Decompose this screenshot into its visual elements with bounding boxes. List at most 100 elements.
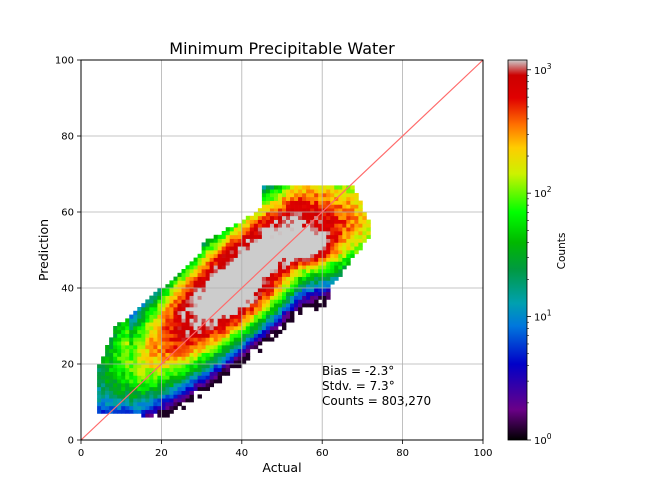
density-cell	[193, 333, 198, 338]
density-cell	[241, 276, 247, 281]
density-cell	[334, 272, 339, 277]
density-cell	[273, 310, 279, 315]
density-cell	[237, 250, 243, 255]
density-cell	[249, 257, 255, 262]
density-cell	[169, 386, 174, 391]
counts-annotation: Counts = 803,270	[322, 394, 431, 408]
density-cell	[225, 257, 231, 262]
density-cell	[294, 215, 299, 220]
density-cell	[181, 269, 186, 274]
density-cell	[217, 314, 223, 319]
density-cell	[205, 288, 210, 293]
density-cell	[366, 227, 371, 232]
density-cell	[273, 193, 279, 198]
density-cell	[314, 200, 319, 205]
density-cell	[358, 238, 363, 243]
density-cell	[185, 310, 190, 315]
density-cell	[173, 345, 178, 350]
density-cell	[245, 299, 251, 304]
density-cell	[265, 234, 271, 239]
density-cell	[149, 322, 154, 327]
density-cell	[310, 189, 315, 194]
density-cell	[326, 189, 331, 194]
density-cell	[121, 326, 126, 331]
density-cell	[169, 398, 174, 403]
density-cell	[298, 299, 303, 304]
density-cell	[133, 356, 138, 361]
density-cell	[306, 238, 311, 243]
density-cell	[233, 265, 239, 270]
density-cell	[193, 371, 198, 376]
density-cell	[342, 223, 347, 228]
density-cell	[261, 215, 267, 220]
density-cell	[306, 208, 311, 213]
density-cell	[358, 246, 363, 251]
density-cell	[145, 329, 150, 334]
density-cell	[177, 390, 182, 395]
density-cell	[201, 341, 206, 346]
density-cell	[362, 227, 367, 232]
density-cell	[334, 185, 339, 190]
density-cell	[326, 295, 331, 300]
density-cell	[245, 295, 251, 300]
density-cell	[253, 234, 259, 239]
density-cell	[213, 318, 219, 323]
density-cell	[221, 348, 227, 353]
density-cell	[125, 329, 130, 334]
density-cell	[326, 242, 331, 247]
density-cell	[209, 341, 215, 346]
density-cell	[282, 310, 287, 315]
density-cell	[109, 379, 114, 384]
density-cell	[153, 303, 158, 308]
density-cell	[197, 383, 202, 388]
density-cell	[221, 250, 227, 255]
density-cell	[241, 326, 247, 331]
density-cell	[125, 383, 130, 388]
density-cell	[201, 356, 206, 361]
density-cell	[265, 303, 271, 308]
density-cell	[165, 390, 170, 395]
density-cell	[350, 253, 355, 258]
density-cell	[282, 234, 287, 239]
density-cell	[133, 371, 138, 376]
density-cell	[298, 280, 303, 285]
density-cell	[205, 337, 210, 342]
density-cell	[181, 386, 186, 391]
density-cell	[294, 196, 299, 201]
density-cell	[173, 371, 178, 376]
density-cell	[145, 318, 150, 323]
density-cell	[145, 360, 150, 365]
density-cell	[201, 364, 206, 369]
density-cell	[273, 242, 279, 247]
density-cell	[277, 280, 283, 285]
stats-annotation: Bias = -2.3° Stdv. = 7.3° Counts = 803,2…	[322, 364, 431, 408]
density-cell	[221, 310, 227, 315]
density-cell	[137, 333, 142, 338]
density-cell	[209, 272, 215, 277]
density-cell	[298, 242, 303, 247]
density-cell	[125, 326, 130, 331]
density-cell	[241, 238, 247, 243]
density-cell	[109, 345, 114, 350]
density-cell	[241, 303, 247, 308]
density-cell	[229, 261, 235, 266]
density-cell	[177, 379, 182, 384]
density-cell	[205, 367, 210, 372]
density-cell	[185, 398, 190, 403]
density-cell	[213, 333, 219, 338]
density-cell	[354, 212, 359, 217]
density-cell	[233, 242, 239, 247]
density-cell	[277, 310, 283, 315]
density-cell	[241, 246, 247, 251]
density-cell	[141, 348, 146, 353]
density-cell	[286, 227, 291, 232]
density-cell	[221, 318, 227, 323]
density-cell	[326, 212, 331, 217]
density-cell	[253, 227, 259, 232]
density-cell	[282, 269, 287, 274]
density-cell	[229, 310, 235, 315]
density-cell	[181, 288, 186, 293]
density-cell	[245, 238, 251, 243]
density-cell	[217, 337, 223, 342]
density-cell	[253, 345, 259, 350]
